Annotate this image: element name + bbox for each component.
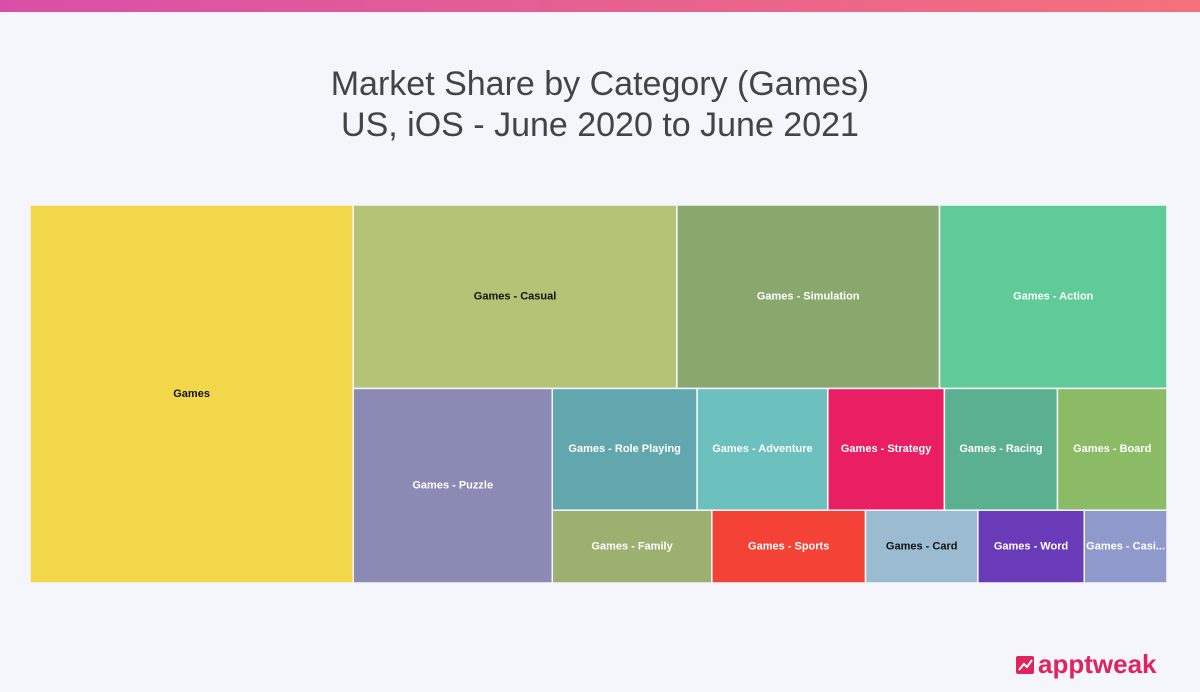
treemap-cell [352,204,678,390]
treemap-cell [711,509,867,584]
cell-label: Games - Action [1013,291,1094,303]
treemap: Games Games - Casual Games - Simulation Gam… [29,204,1168,584]
treemap-cell [943,387,1059,511]
chart-title: Market Share by Category (Games) [331,65,870,103]
cell-label: Games - Board [1073,443,1151,455]
cell-label: Games - Word [994,541,1068,553]
chart-subtitle: US, iOS - June 2020 to June 2021 [341,106,859,144]
top-bar [0,0,1200,12]
logo-icon-line [1018,659,1033,671]
cell-label: Games - Racing [959,443,1042,455]
cell-label: Games - Card [886,541,958,553]
treemap-cell [29,204,354,584]
cell-label: Games - Strategy [841,443,932,455]
treemap-cell [977,509,1085,584]
cell-label: Games - Sports [748,541,829,553]
treemap-cell [1056,387,1168,511]
treemap-cell [1083,509,1168,584]
cell-label: Games - Casi... [1086,541,1165,553]
cell-label: Games [173,388,210,400]
treemap-cell [864,509,979,584]
treemap-cell [696,387,829,511]
treemap-cell [352,387,554,584]
cell-label: Games - Puzzle [412,480,493,492]
cell-label: Games - Simulation [757,291,860,303]
brand: apptweak [1038,649,1157,679]
cell-label: Games - Family [591,541,673,553]
treemap-cell [551,509,713,584]
cell-label: Games - Casual [474,291,557,303]
logo: apptweak [1016,649,1157,679]
treemap-cell [938,204,1168,390]
cell-label: Games - Role Playing [568,443,680,455]
treemap-cell [676,204,941,390]
cell-label: Games - Adventure [712,443,812,455]
treemap-cell [827,387,946,511]
